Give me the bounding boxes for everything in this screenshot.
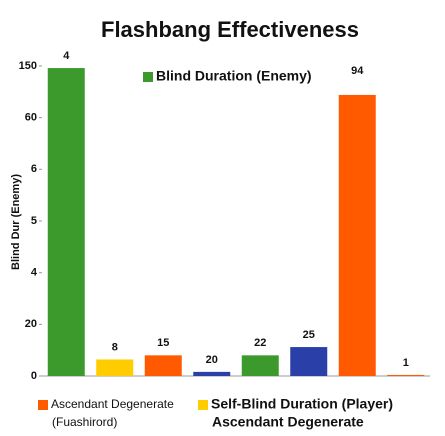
value-label: 15 xyxy=(157,337,169,349)
value-label: 22 xyxy=(254,337,266,349)
y-tick-label: 20 xyxy=(25,318,37,330)
annotation: (Fuashirord) xyxy=(52,415,117,429)
bar xyxy=(144,355,182,376)
bar xyxy=(241,355,279,376)
legend-label: Self-Blind Duration (Player) xyxy=(211,396,393,412)
legend-swatch xyxy=(198,400,208,410)
value-label: 25 xyxy=(303,329,315,341)
y-tick-label: 150 xyxy=(19,60,37,72)
value-label: 1 xyxy=(403,357,409,369)
bar xyxy=(96,359,134,376)
chart-title: Flashbang Effectiveness xyxy=(101,17,359,42)
bar xyxy=(193,371,231,376)
y-axis-label: Blind Dur (Enemy) xyxy=(10,174,22,270)
y-tick-label: 60 xyxy=(25,112,37,124)
value-label: 20 xyxy=(206,354,218,366)
bar xyxy=(338,94,376,376)
legend-label: Blind Duration (Enemy) xyxy=(156,68,312,84)
bar xyxy=(290,347,328,376)
y-tick-label: 0 xyxy=(31,370,37,382)
y-tick-label: 6 xyxy=(31,163,37,175)
bar xyxy=(387,374,425,376)
value-label: 8 xyxy=(112,341,118,353)
legend-swatch xyxy=(38,400,48,410)
bar xyxy=(47,68,85,377)
annotation: Ascendant Degenerate xyxy=(212,414,364,430)
y-tick-label: 4 xyxy=(31,267,38,279)
value-label: 4 xyxy=(63,50,70,62)
y-tick-label: 5 xyxy=(31,215,37,227)
legend-swatch xyxy=(143,72,153,82)
legend-label: Ascendant Degenerate xyxy=(51,397,174,411)
value-label: 94 xyxy=(351,65,364,77)
